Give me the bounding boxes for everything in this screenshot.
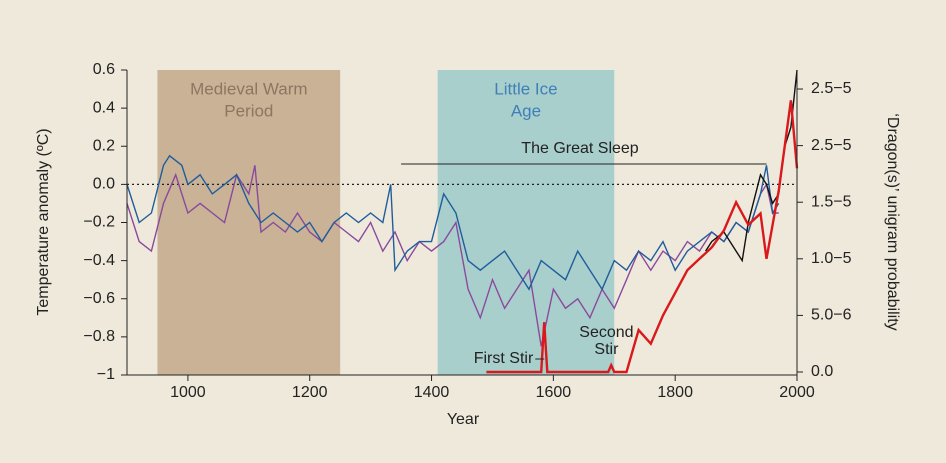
annotation: Second bbox=[579, 324, 633, 341]
annotation: First Stir bbox=[474, 350, 534, 367]
period-label: Little Ice bbox=[494, 79, 557, 98]
x-tick-label: 1400 bbox=[414, 384, 450, 401]
x-axis-label: Year bbox=[447, 411, 480, 428]
period-label: Age bbox=[511, 101, 541, 120]
series-line bbox=[126, 165, 779, 347]
y-tick-label: −0.6 bbox=[83, 290, 115, 307]
y-tick-label: −0.8 bbox=[83, 328, 115, 345]
y2-tick-label: 1.5−5 bbox=[811, 193, 852, 210]
y2-tick-label: 1.0−5 bbox=[811, 250, 852, 267]
period-band bbox=[437, 70, 615, 375]
period-label: Medieval Warm bbox=[190, 79, 307, 98]
y-tick-label: −0.4 bbox=[83, 252, 115, 269]
series-line bbox=[126, 154, 780, 291]
y-tick-label: 0.4 bbox=[93, 99, 115, 116]
annotation: The Great Sleep bbox=[521, 140, 639, 157]
x-tick-label: 2000 bbox=[779, 384, 815, 401]
x-tick-label: 1200 bbox=[292, 384, 328, 401]
y2-tick-label: 5.0−6 bbox=[811, 307, 852, 324]
y2-tick-label: 2.5−5 bbox=[811, 137, 852, 154]
y-tick-label: −0.2 bbox=[83, 214, 115, 231]
annotation: Stir bbox=[594, 341, 619, 358]
period-label: Period bbox=[224, 101, 273, 120]
series-line bbox=[486, 100, 799, 374]
y2-tick-label: 0.0 bbox=[811, 363, 833, 380]
y-tick-label: 0.6 bbox=[93, 61, 115, 78]
y-tick-label: 0.2 bbox=[93, 137, 115, 154]
y-tick-label: 0.0 bbox=[93, 176, 115, 193]
x-tick-label: 1600 bbox=[536, 384, 572, 401]
x-tick-label: 1000 bbox=[170, 384, 206, 401]
y-tick-label: −1 bbox=[97, 366, 115, 383]
y-axis-label: Temperature anomaly (ºC) bbox=[35, 128, 52, 315]
x-tick-label: 1800 bbox=[657, 384, 693, 401]
y2-tick-label: 2.5−5 bbox=[811, 80, 852, 97]
y2-axis-label: ‘Dragon(s)’ unigram probability bbox=[884, 113, 901, 330]
